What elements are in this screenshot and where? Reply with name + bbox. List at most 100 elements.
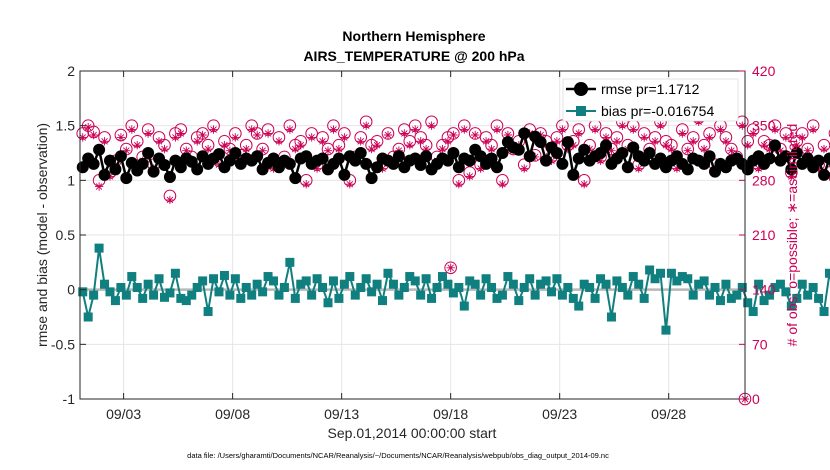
bias-point bbox=[209, 274, 219, 284]
bias-point bbox=[94, 243, 104, 253]
rmse-point bbox=[801, 152, 814, 165]
bias-point bbox=[279, 282, 289, 292]
rmse-point bbox=[316, 152, 329, 165]
assimilated-obs-point bbox=[492, 125, 502, 134]
rmse-point bbox=[785, 163, 798, 176]
rmse-point bbox=[567, 168, 580, 181]
bias-point bbox=[312, 274, 322, 284]
bias-point bbox=[546, 287, 556, 297]
bias-point bbox=[323, 298, 333, 308]
assimilated-obs-point bbox=[285, 125, 295, 134]
bias-point bbox=[427, 293, 437, 303]
bias-point bbox=[410, 276, 420, 286]
assimilated-obs-point bbox=[400, 129, 409, 138]
assimilated-obs-point bbox=[334, 144, 344, 154]
assimilated-obs-point bbox=[362, 121, 371, 130]
assimilated-obs-point bbox=[776, 146, 785, 155]
bias-point bbox=[214, 287, 224, 297]
bias-point bbox=[601, 279, 611, 289]
assimilated-obs-point bbox=[678, 129, 687, 138]
assimilated-obs-point bbox=[661, 141, 671, 150]
assimilated-obs-point bbox=[78, 133, 87, 142]
bias-point bbox=[557, 290, 567, 300]
bias-point bbox=[405, 272, 415, 282]
bias-point bbox=[476, 290, 486, 300]
assimilated-obs-point bbox=[416, 137, 425, 146]
assimilated-obs-point bbox=[699, 144, 709, 154]
bias-point bbox=[421, 274, 431, 284]
bias-point bbox=[563, 282, 573, 292]
rmse-point bbox=[174, 161, 187, 174]
bias-point bbox=[492, 293, 502, 303]
assimilated-obs-point bbox=[618, 121, 627, 130]
legend-rmse-label: rmse pr=1.1712 bbox=[601, 81, 700, 97]
assimilated-obs-point bbox=[411, 125, 420, 134]
rmse-point bbox=[414, 159, 427, 172]
bias-point bbox=[612, 276, 622, 286]
assimilated-obs-point bbox=[634, 164, 643, 173]
bias-point bbox=[819, 307, 829, 317]
bias-point bbox=[508, 279, 518, 289]
bias-point bbox=[269, 276, 279, 286]
y-tick-label: 1.5 bbox=[56, 118, 76, 134]
legend: rmse pr=1.1712 bias pr=-0.016754 bbox=[562, 78, 739, 122]
bias-point bbox=[797, 279, 807, 289]
assimilated-obs-point bbox=[345, 180, 354, 189]
assimilated-obs-point bbox=[231, 133, 240, 142]
rmse-point bbox=[643, 147, 656, 159]
rmse-point bbox=[87, 157, 100, 170]
y-tick-labels: -1 -0.5 0 0.5 1 1.5 2 bbox=[51, 63, 75, 407]
bias-point bbox=[236, 293, 246, 303]
rmse-point bbox=[523, 150, 536, 163]
bias-point bbox=[579, 279, 589, 289]
bias-point bbox=[677, 272, 687, 282]
assimilated-obs-point bbox=[122, 146, 131, 155]
bias-point bbox=[574, 301, 584, 311]
assimilated-obs-point bbox=[340, 133, 349, 142]
x-axis-label: Sep.01,2014 00:00:00 start bbox=[328, 425, 497, 441]
rmse-point bbox=[534, 136, 547, 149]
assimilated-obs-point bbox=[143, 129, 153, 138]
bias-point bbox=[541, 276, 551, 286]
y2-tick-label: 420 bbox=[752, 63, 776, 79]
bias-point bbox=[465, 276, 475, 286]
assimilated-obs-point bbox=[607, 146, 616, 155]
legend-bias-label: bias pr=-0.016754 bbox=[601, 103, 714, 119]
bias-point bbox=[683, 274, 693, 284]
assimilated-obs-point bbox=[481, 137, 491, 146]
assimilated-obs-point bbox=[694, 117, 703, 126]
x-tick-label: 09/03 bbox=[106, 406, 141, 422]
rmse-point bbox=[812, 154, 825, 167]
bias-point bbox=[296, 279, 306, 289]
bias-point bbox=[159, 292, 169, 302]
assimilated-obs-point bbox=[171, 133, 180, 142]
rmse-point bbox=[627, 141, 640, 154]
assimilated-obs-point bbox=[94, 182, 104, 191]
x-tick-labels: 09/03 09/08 09/13 09/18 09/23 09/28 bbox=[106, 406, 686, 422]
bias-point bbox=[350, 290, 360, 300]
y-tick-label: 0.5 bbox=[56, 227, 76, 243]
rmse-point bbox=[354, 147, 367, 159]
bias-point bbox=[590, 293, 600, 303]
assimilated-obs-point bbox=[253, 130, 262, 140]
rmse-point bbox=[120, 172, 133, 185]
bias-point bbox=[225, 290, 235, 300]
bias-point bbox=[552, 274, 562, 284]
assimilated-obs-point bbox=[307, 133, 316, 142]
x-tick-label: 09/18 bbox=[433, 406, 468, 422]
assimilated-obs-point bbox=[819, 144, 829, 154]
assimilated-obs-point bbox=[601, 133, 611, 142]
rmse-point bbox=[703, 150, 716, 163]
assimilated-obs-point bbox=[203, 144, 213, 154]
bias-point bbox=[198, 276, 208, 286]
assimilated-obs-point bbox=[356, 137, 365, 146]
assimilated-obs-point bbox=[640, 133, 649, 142]
rmse-point bbox=[98, 168, 111, 181]
assimilated-obs-point bbox=[258, 146, 267, 155]
assimilated-obs-point bbox=[781, 133, 791, 142]
rmse-point bbox=[163, 171, 176, 184]
bias-point bbox=[187, 290, 197, 300]
y2-tick-label: 140 bbox=[752, 282, 776, 298]
bias-point bbox=[775, 279, 785, 289]
assimilated-obs-point bbox=[808, 125, 818, 134]
